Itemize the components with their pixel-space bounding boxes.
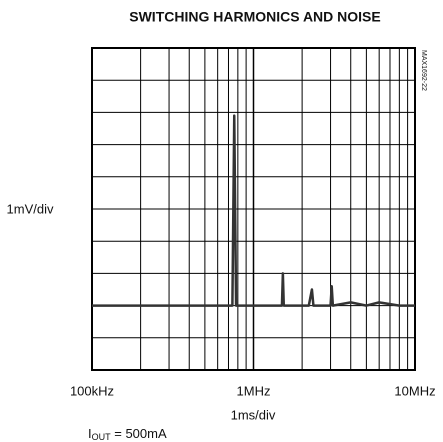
side-label: MAX1692-22 <box>420 50 427 91</box>
annotation-rest: = 500mA <box>111 426 167 441</box>
x-tick-label: 100kHz <box>70 383 114 398</box>
chart-title: SWITCHING HARMONICS AND NOISE <box>129 9 380 25</box>
x-tick-label: 1MHz <box>237 383 271 398</box>
x-axis-label: 1ms/div <box>231 407 276 422</box>
y-axis-label: 1mV/div <box>7 201 54 216</box>
annotation: IOUT = 500mA <box>88 426 167 442</box>
trace <box>92 114 415 307</box>
x-tick-label: 10MHz <box>394 383 435 398</box>
plot-frame <box>91 47 416 371</box>
annotation-main: I <box>88 426 92 441</box>
annotation-subscript: OUT <box>92 432 112 442</box>
